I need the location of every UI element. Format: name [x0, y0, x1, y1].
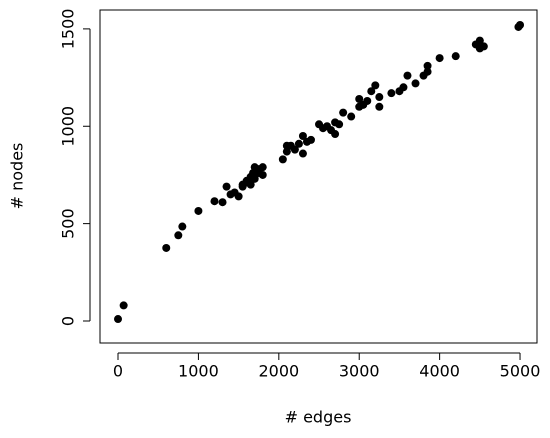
point — [174, 231, 183, 240]
point — [278, 155, 287, 164]
point — [475, 36, 484, 45]
point — [258, 170, 267, 179]
point — [331, 130, 340, 139]
point — [234, 192, 243, 201]
y-tick-label: 1000 — [59, 106, 78, 147]
x-tick-label: 4000 — [419, 362, 460, 381]
x-tick-label: 2000 — [258, 362, 299, 381]
point — [194, 206, 203, 215]
point — [306, 135, 315, 144]
point — [387, 89, 396, 98]
point — [423, 61, 432, 70]
point — [423, 67, 432, 76]
point — [210, 197, 219, 206]
point — [335, 120, 344, 129]
point — [282, 147, 291, 156]
x-tick-label: 5000 — [500, 362, 541, 381]
point — [516, 20, 525, 29]
point — [451, 52, 460, 61]
point — [178, 222, 187, 231]
point — [250, 174, 259, 183]
point — [339, 108, 348, 117]
point — [218, 198, 227, 207]
x-tick-label: 0 — [113, 362, 123, 381]
y-tick-label: 500 — [59, 208, 78, 239]
plot-frame — [99, 9, 538, 344]
y-tick-label: 1500 — [59, 9, 78, 50]
point — [375, 93, 384, 102]
point — [298, 131, 307, 140]
point — [347, 112, 356, 121]
point — [371, 81, 380, 90]
point — [367, 87, 376, 96]
point — [119, 301, 128, 310]
point — [298, 149, 307, 158]
y-axis-label: # nodes — [8, 143, 27, 210]
point — [363, 96, 372, 105]
point — [411, 79, 420, 88]
point — [290, 145, 299, 154]
x-axis-label: # edges — [285, 408, 352, 427]
x-tick-label: 3000 — [339, 362, 380, 381]
point — [222, 182, 231, 191]
point — [246, 180, 255, 189]
x-tick-label: 1000 — [178, 362, 219, 381]
y-tick-label: 0 — [59, 316, 78, 326]
point — [435, 54, 444, 63]
point — [375, 102, 384, 111]
point — [162, 243, 171, 252]
point — [355, 94, 364, 103]
point — [475, 44, 484, 53]
point — [238, 182, 247, 191]
point — [399, 83, 408, 92]
point — [258, 163, 267, 172]
point — [403, 71, 412, 80]
point — [114, 315, 123, 324]
point — [294, 139, 303, 148]
